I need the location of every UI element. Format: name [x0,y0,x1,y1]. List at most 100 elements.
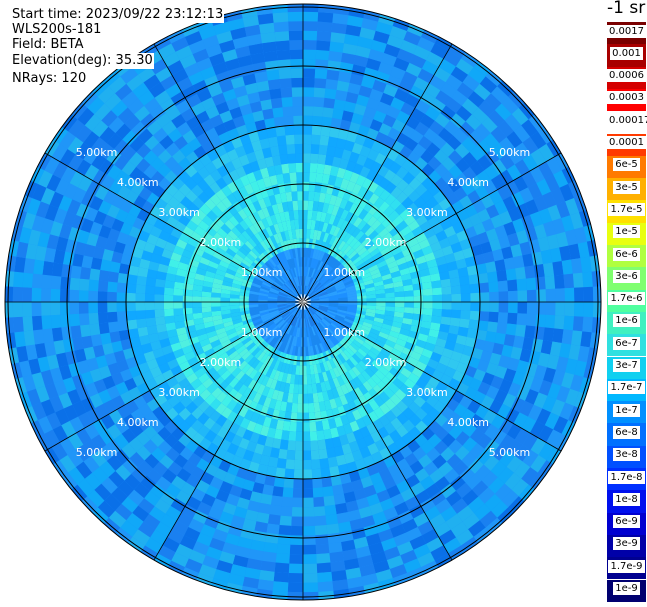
data-cell [172,401,186,415]
data-cell [396,400,409,413]
data-cell [59,289,70,302]
spoke-line [302,301,453,561]
data-cell [262,416,272,428]
data-cell [101,477,118,494]
data-cell [262,41,277,53]
data-cell [311,315,318,325]
data-cell [574,360,587,378]
data-cell [295,308,301,318]
data-cell [214,273,225,281]
data-cell [276,264,284,274]
data-cell [475,185,489,200]
data-cell [476,170,492,186]
data-cell [394,203,407,216]
data-cell [373,110,387,124]
data-cell [385,221,397,233]
data-cell [102,342,114,356]
data-cell [383,43,401,58]
data-cell [394,302,405,308]
data-cell [530,454,547,473]
data-cell [393,311,404,318]
data-cell [345,500,359,513]
elevation-label: Elevation(deg): 35.30 [11,53,154,69]
data-cell [202,280,213,288]
data-cell [303,573,318,583]
data-cell [326,268,335,277]
data-cell [297,403,303,413]
data-cell [453,342,465,354]
data-cell [321,341,328,352]
data-cell [516,313,527,326]
data-cell [485,70,503,87]
data-cell [98,143,115,160]
data-cell [286,297,297,301]
data-cell [368,399,380,411]
data-cell [63,404,79,421]
data-cell [244,567,261,580]
data-cell [295,286,301,296]
data-cell [446,453,462,469]
data-cell [325,360,333,371]
data-cell [295,336,300,347]
data-cell [314,324,321,334]
data-cell [426,258,438,269]
data-cell [373,185,385,197]
data-cell [487,321,498,333]
data-cell [267,302,278,304]
data-cell [307,327,311,337]
data-cell [341,52,356,65]
data-cell [239,458,252,471]
data-cell [84,206,99,222]
data-cell [146,325,158,335]
data-cell [211,306,221,312]
data-cell [179,535,197,550]
data-cell [335,207,345,218]
data-cell [314,282,322,291]
data-cell [437,330,449,341]
data-cell [303,257,306,267]
data-cell [258,297,268,301]
data-cell [561,215,575,232]
data-cell [244,183,255,195]
data-cell [410,243,422,254]
data-cell [195,479,210,494]
data-cell [251,358,260,369]
data-cell [317,261,324,271]
data-cell [323,253,331,264]
data-cell [113,433,129,450]
data-cell [332,108,344,120]
data-cell [259,22,275,34]
data-cell [238,186,249,198]
data-cell [262,445,273,457]
data-cell [149,506,166,522]
data-cell [247,203,257,215]
data-cell [399,352,411,363]
data-cell [430,388,444,401]
data-cell [192,196,205,209]
data-cell [292,267,297,278]
data-cell [124,473,141,490]
data-cell [75,125,93,143]
data-cell [212,528,228,543]
data-cell [438,127,454,143]
data-cell [279,78,292,89]
data-cell [127,489,145,506]
data-cell [383,314,394,322]
data-cell [19,360,32,378]
data-cell [343,33,360,46]
data-cell [192,284,203,292]
data-cell [138,403,153,418]
data-cell [508,290,518,302]
data-cell [252,110,265,122]
data-cell [417,552,435,568]
data-cell [365,311,376,318]
data-cell [413,295,424,302]
data-cell [231,455,243,468]
data-cell [321,476,333,488]
data-cell [339,434,349,446]
data-cell [508,496,525,513]
data-cell [329,224,337,236]
data-cell [167,128,183,143]
data-cell [251,347,261,357]
data-cell [116,282,127,293]
